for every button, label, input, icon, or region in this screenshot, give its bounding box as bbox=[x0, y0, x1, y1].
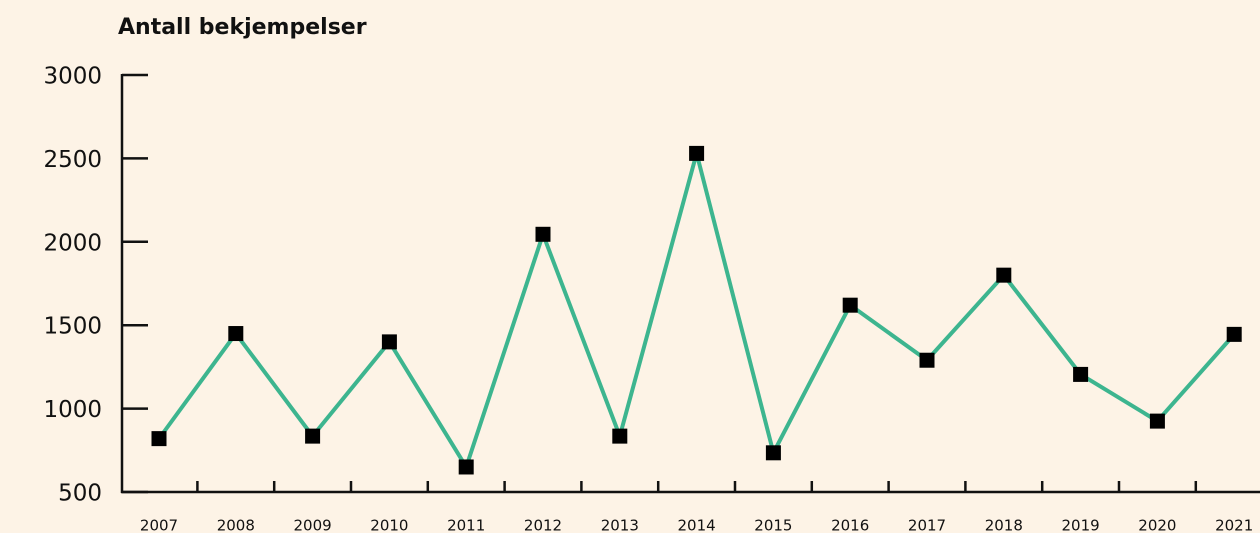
y-tick-label: 1500 bbox=[43, 314, 102, 340]
x-tick-label: 2017 bbox=[908, 517, 946, 533]
x-tick-label: 2007 bbox=[140, 517, 178, 533]
data-point bbox=[842, 297, 858, 313]
data-point bbox=[765, 445, 781, 461]
y-tick-label: 2000 bbox=[43, 230, 102, 256]
data-point bbox=[996, 267, 1012, 283]
x-tick-label: 2012 bbox=[524, 517, 562, 533]
data-point bbox=[1149, 413, 1165, 429]
data-point bbox=[689, 145, 705, 161]
data-point bbox=[381, 334, 397, 350]
x-tick-label: 2008 bbox=[217, 517, 255, 533]
data-point bbox=[919, 352, 935, 368]
x-tick-label: 2021 bbox=[1215, 517, 1253, 533]
x-tick-label: 2010 bbox=[370, 517, 408, 533]
data-point bbox=[535, 226, 551, 242]
chart-title: Antall bekjempelser bbox=[118, 15, 367, 40]
data-point bbox=[1073, 366, 1089, 382]
x-tick-label: 2013 bbox=[601, 517, 639, 533]
x-tick-label: 2009 bbox=[294, 517, 332, 533]
data-point bbox=[1226, 326, 1242, 342]
data-point bbox=[612, 428, 628, 444]
data-point bbox=[305, 428, 321, 444]
data-point bbox=[228, 326, 244, 342]
x-tick-label: 2019 bbox=[1062, 517, 1100, 533]
data-point bbox=[458, 459, 474, 475]
x-tick-label: 2016 bbox=[831, 517, 869, 533]
y-tick-label: 1000 bbox=[43, 397, 102, 423]
x-tick-label: 2018 bbox=[985, 517, 1023, 533]
x-tick-label: 2020 bbox=[1138, 517, 1176, 533]
x-tick-label: 2014 bbox=[678, 517, 716, 533]
data-point bbox=[151, 431, 167, 447]
x-tick-label: 2015 bbox=[754, 517, 792, 533]
y-tick-label: 3000 bbox=[43, 64, 102, 90]
x-tick-label: 2011 bbox=[447, 517, 485, 533]
y-tick-label: 2500 bbox=[43, 147, 102, 173]
y-tick-label: 500 bbox=[58, 481, 102, 507]
